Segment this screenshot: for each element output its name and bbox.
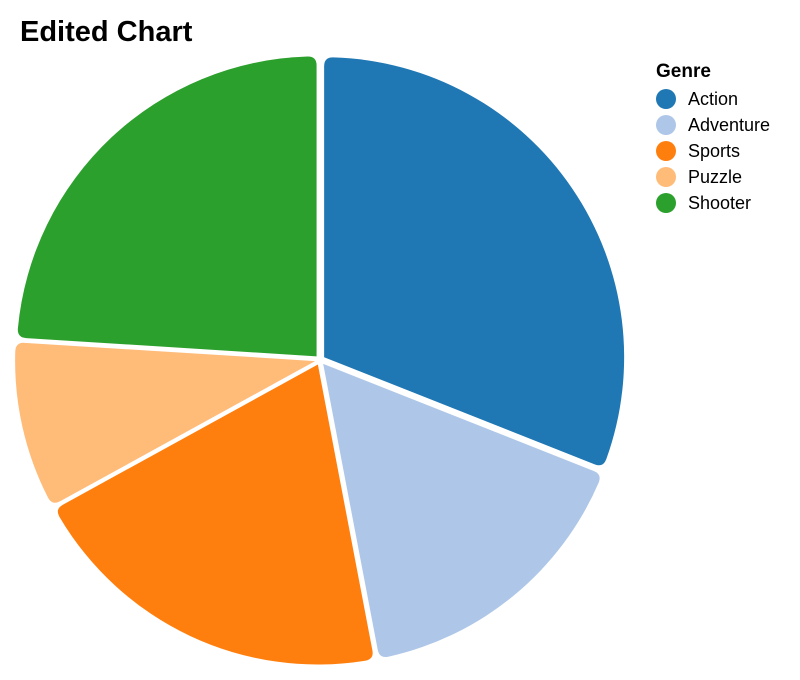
legend-item-action: Action	[656, 86, 770, 112]
pie-slice-action[interactable]	[324, 57, 625, 466]
legend-item-puzzle: Puzzle	[656, 164, 770, 190]
legend-label: Action	[688, 88, 739, 109]
chart-title: Edited Chart	[20, 16, 193, 48]
legend-items: Action Adventure Sports Puzzle Shooter	[656, 86, 770, 216]
legend-label: Sports	[688, 140, 741, 161]
pie-slice-shooter[interactable]	[17, 56, 317, 357]
legend-swatch-icon	[656, 89, 676, 109]
legend-item-sports: Sports	[656, 138, 770, 164]
legend-label: Adventure	[688, 114, 771, 135]
legend-title: Genre	[656, 61, 711, 82]
pie-slice-sports[interactable]	[57, 364, 373, 665]
legend: Genre Action Adventure Sports Puzzle Shooter	[656, 58, 770, 216]
legend-item-shooter: Shooter	[656, 190, 770, 216]
legend-swatch-icon	[656, 193, 676, 213]
pie-slice-puzzle[interactable]	[15, 342, 316, 503]
legend-label: Puzzle	[688, 166, 743, 187]
pie-slice-adventure[interactable]	[323, 363, 600, 658]
legend-item-adventure: Adventure	[656, 112, 770, 138]
legend-swatch-icon	[656, 167, 676, 187]
legend-label: Shooter	[688, 192, 752, 213]
legend-swatch-icon	[656, 141, 676, 161]
legend-swatch-icon	[656, 115, 676, 135]
